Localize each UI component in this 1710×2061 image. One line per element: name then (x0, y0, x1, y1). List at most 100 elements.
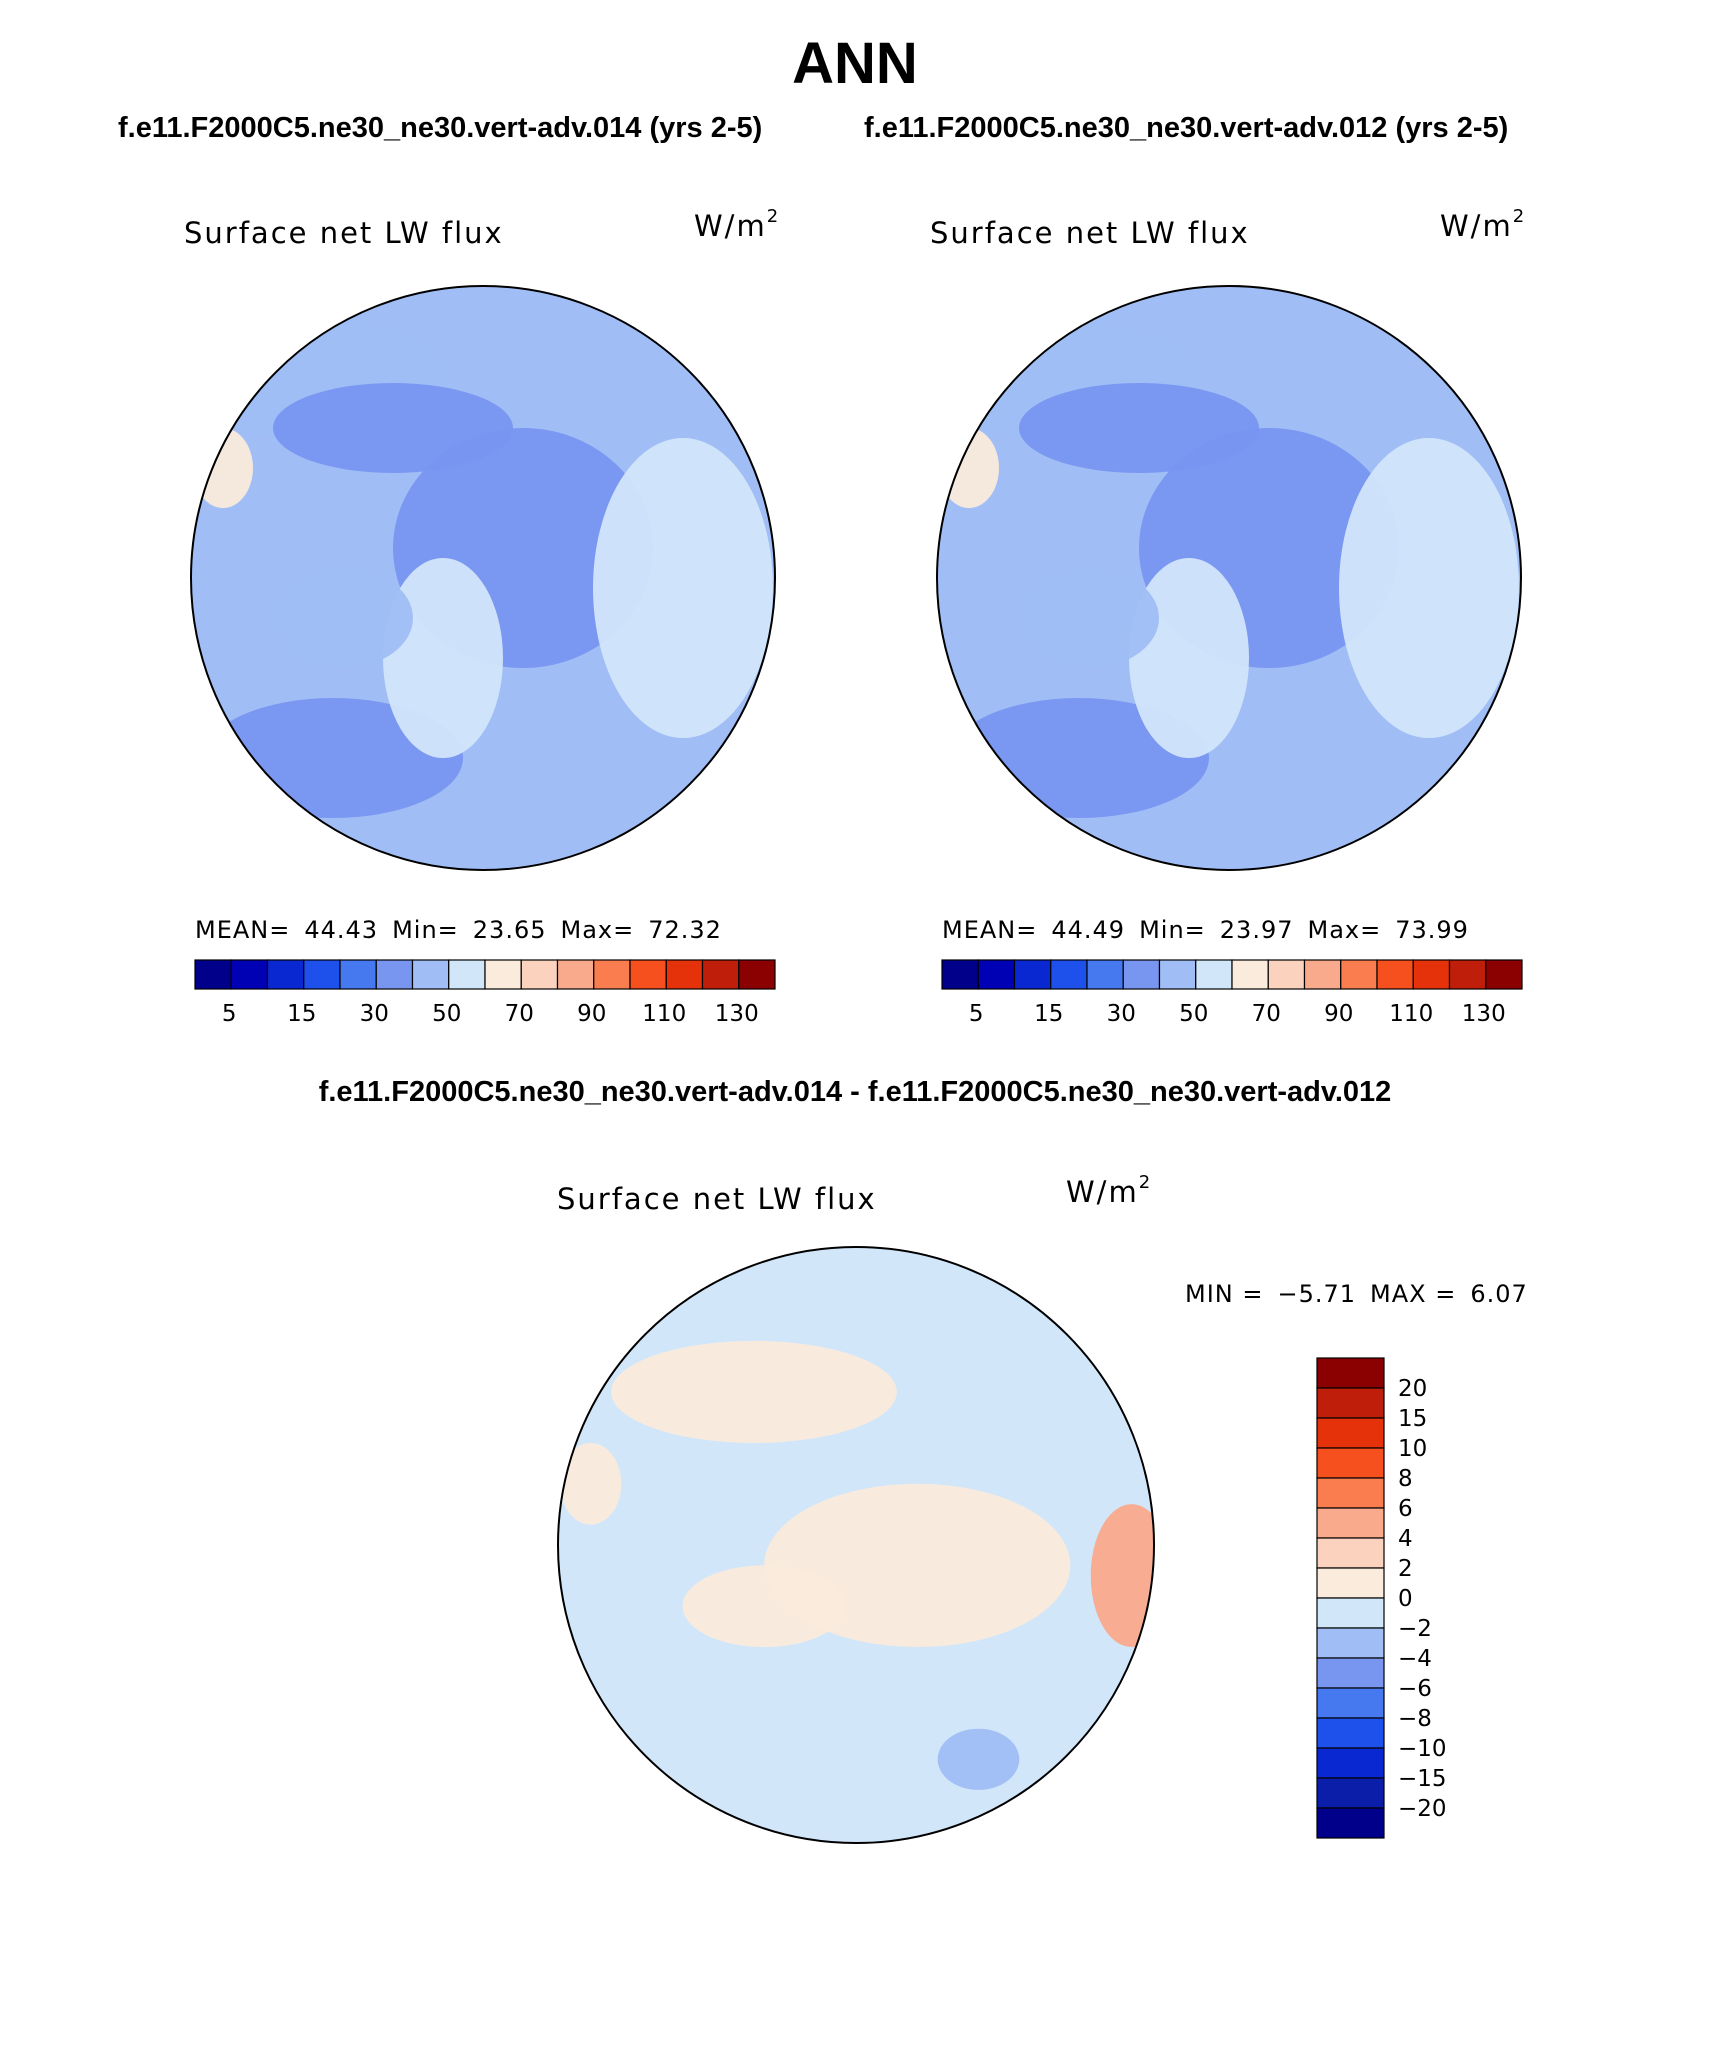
map1-outline (190, 285, 776, 871)
map3-region-east (1090, 1504, 1154, 1648)
panel2-colorbar-box (1303, 959, 1342, 990)
panel2-colorbar-tick: 30 (1107, 1001, 1136, 1027)
panel3-colorbar-box (1316, 1657, 1385, 1689)
panel3-colorbar-box (1316, 1627, 1385, 1659)
panel1-title: Surface net LW flux (184, 216, 504, 250)
panel3-colorbar-tick: 8 (1398, 1466, 1413, 1492)
panel3-colorbar-box (1316, 1747, 1385, 1779)
panel2-colorbar-box (1050, 959, 1088, 990)
panel3-colorbar-tick: −6 (1398, 1676, 1432, 1702)
panel2-colorbar-box (1448, 959, 1487, 990)
panel3-stats: MIN = −5.71 MAX = 6.07 (1185, 1280, 1528, 1308)
panel1-colorbar-box (556, 959, 595, 990)
panel1-colorbar-box (520, 959, 559, 990)
case-title-left: f.e11.F2000C5.ne30_ne30.vert-adv.014 (yr… (118, 112, 763, 144)
panel1-colorbar-box (701, 959, 740, 990)
panel1-colorbar-box (194, 959, 232, 990)
panel3-title: Surface net LW flux (557, 1182, 877, 1216)
panel1-colorbar-tick: 130 (715, 1001, 759, 1027)
map3-region-scandinavia (937, 1728, 1020, 1790)
map2-field (937, 286, 1521, 870)
panel2-colorbar-box (1195, 959, 1233, 990)
panel1-colorbar-box (411, 959, 450, 990)
panel2-colorbar-tick: 5 (969, 1001, 984, 1027)
panel2-colorbar-box (1158, 959, 1197, 990)
panel1-colorbar-tick: 15 (287, 1001, 316, 1027)
panel3-units: W/m2 (1066, 1172, 1153, 1209)
panel2-colorbar-box (1485, 959, 1523, 990)
panel3-colorbar-box (1316, 1357, 1385, 1389)
panel2-colorbar-box (1376, 959, 1414, 990)
panel1-colorbar-box (339, 959, 377, 990)
panel3-colorbar-box (1316, 1417, 1385, 1449)
panel1-colorbar-box (230, 959, 269, 990)
panel1-colorbar-box (266, 959, 305, 990)
panel3-colorbar-box (1316, 1567, 1385, 1599)
panel1-colorbar-tick: 5 (222, 1001, 237, 1027)
panel3-colorbar-tick: −20 (1398, 1796, 1447, 1822)
panel3-colorbar-box (1316, 1807, 1385, 1839)
panel2-colorbar-tick: 50 (1179, 1001, 1208, 1027)
panel2-colorbar-box (1231, 959, 1269, 990)
panel3-colorbar-tick: 10 (1398, 1436, 1427, 1462)
map2-region-canada (1019, 568, 1159, 668)
panel3-colorbar-box (1316, 1477, 1385, 1509)
map1-region-greenland (383, 558, 503, 758)
panel3-colorbar-tick: −4 (1398, 1646, 1432, 1672)
panel2-colorbar-box (941, 959, 979, 990)
panel1-colorbar-box (593, 959, 631, 990)
panel1-stats: MEAN= 44.43 Min= 23.65 Max= 72.32 (195, 916, 722, 944)
panel2-title: Surface net LW flux (930, 216, 1250, 250)
map1-region-siberia (593, 438, 773, 738)
map3-region-a (611, 1340, 897, 1443)
panel1-colorbar-tick: 70 (505, 1001, 534, 1027)
panel3-colorbar-tick: 2 (1398, 1556, 1413, 1582)
panel2-colorbar-tick: 130 (1462, 1001, 1506, 1027)
panel1-units: W/m2 (694, 206, 781, 243)
map2-outline (936, 285, 1522, 871)
panel3-colorbar-box (1316, 1597, 1385, 1629)
map3-region-north (743, 1269, 928, 1331)
panel3-colorbar-tick: −8 (1398, 1706, 1432, 1732)
panel1-colorbar-tick: 90 (577, 1001, 606, 1027)
panel3-colorbar-box (1316, 1447, 1385, 1479)
panel1-colorbar-box (738, 959, 776, 990)
panel3-colorbar-tick: 20 (1398, 1376, 1427, 1402)
panel2-colorbar-box (1013, 959, 1052, 990)
panel1-colorbar-tick: 110 (642, 1001, 686, 1027)
map3-region-southwest (580, 1657, 724, 1760)
map3-region-b (907, 1361, 1071, 1484)
panel3-colorbar-box (1316, 1507, 1385, 1539)
panel2-colorbar-box (1086, 959, 1124, 990)
panel3-colorbar-tick: −2 (1398, 1616, 1432, 1642)
panel2-colorbar-box (1340, 959, 1378, 990)
panel1-colorbar-box (629, 959, 667, 990)
map1-region-canada (273, 568, 413, 668)
panel2-colorbar-box (1412, 959, 1451, 990)
map1-field (191, 286, 775, 870)
map3-region-greenland (682, 1565, 846, 1648)
panel2-colorbar-tick: 110 (1389, 1001, 1433, 1027)
panel3-colorbar-box (1316, 1537, 1385, 1569)
panel2-units: W/m2 (1440, 206, 1527, 243)
panel3-colorbar-tick: −15 (1398, 1766, 1447, 1792)
panel3-colorbar-tick: −10 (1398, 1736, 1447, 1762)
panel2-colorbar-tick: 70 (1252, 1001, 1281, 1027)
panel1-colorbar-tick: 30 (360, 1001, 389, 1027)
panel1-colorbar-box (448, 959, 486, 990)
map3-region-pacific (560, 1442, 622, 1525)
panel3-colorbar-tick: 15 (1398, 1406, 1427, 1432)
panel2-stats: MEAN= 44.49 Min= 23.97 Max= 73.99 (942, 916, 1469, 944)
diff-title: f.e11.F2000C5.ne30_ne30.vert-adv.014 - f… (318, 1076, 1392, 1108)
panel3-colorbar-tick: 6 (1398, 1496, 1413, 1522)
panel2-colorbar-box (977, 959, 1016, 990)
panel3-colorbar-box (1316, 1387, 1385, 1419)
panel3-colorbar-box (1316, 1687, 1385, 1719)
map2-region-siberia (1339, 438, 1519, 738)
panel3-colorbar-tick: 4 (1398, 1526, 1413, 1552)
panel3-colorbar-box (1316, 1717, 1385, 1749)
panel1-colorbar-box (484, 959, 522, 990)
case-title-right: f.e11.F2000C5.ne30_ne30.vert-adv.012 (yr… (864, 112, 1509, 144)
panel1-colorbar-tick: 50 (432, 1001, 461, 1027)
